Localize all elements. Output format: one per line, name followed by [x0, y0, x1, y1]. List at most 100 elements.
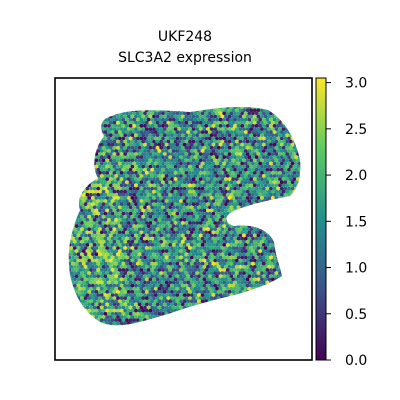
- expression-spot: [148, 152, 153, 157]
- expression-spot: [141, 233, 146, 238]
- expression-spot: [206, 120, 210, 125]
- expression-spot: [105, 271, 110, 275]
- expression-spot: [90, 196, 95, 200]
- expression-spot: [141, 214, 146, 219]
- expression-spot: [297, 161, 301, 166]
- expression-spot: [202, 290, 207, 294]
- expression-spot: [270, 139, 275, 144]
- expression-spot: [177, 258, 182, 263]
- expression-spot: [125, 224, 129, 229]
- expression-spot: [249, 258, 254, 263]
- expression-spot: [193, 174, 198, 178]
- expression-spot: [150, 211, 155, 216]
- expression-spot: [276, 117, 281, 122]
- expression-spot: [204, 224, 209, 229]
- expression-spot: [105, 265, 110, 269]
- expression-spot: [193, 149, 198, 153]
- expression-spot: [90, 290, 95, 294]
- expression-spot: [296, 164, 300, 169]
- expression-spot: [256, 246, 261, 251]
- expression-spot: [92, 218, 97, 222]
- expression-spot: [202, 221, 207, 225]
- expression-spot: [72, 258, 77, 263]
- expression-spot: [170, 208, 174, 213]
- expression-spot: [134, 271, 138, 275]
- expression-spot: [161, 142, 165, 147]
- expression-spot: [211, 149, 216, 153]
- expression-spot: [170, 246, 174, 251]
- expression-spot: [267, 258, 272, 263]
- expression-spot: [200, 224, 205, 229]
- expression-spot: [135, 268, 140, 272]
- expression-spot: [162, 221, 167, 225]
- expression-spot: [103, 174, 108, 178]
- expression-spot: [143, 255, 147, 260]
- expression-spot: [134, 315, 138, 319]
- expression-spot: [152, 133, 156, 138]
- expression-spot: [197, 268, 201, 272]
- expression-spot: [220, 265, 225, 269]
- expression-spot: [150, 161, 155, 166]
- expression-spot: [202, 214, 207, 219]
- expression-spot: [117, 249, 122, 254]
- expression-spot: [143, 236, 147, 241]
- expression-spot: [216, 265, 221, 269]
- expression-spot: [153, 293, 158, 297]
- expression-spot: [274, 271, 279, 275]
- expression-spot: [92, 192, 97, 197]
- expression-spot: [150, 136, 155, 141]
- expression-spot: [171, 211, 176, 216]
- expression-spot: [193, 161, 198, 166]
- expression-spot: [78, 224, 83, 229]
- expression-spot: [261, 255, 266, 260]
- expression-spot: [197, 199, 201, 204]
- expression-spot: [236, 230, 241, 235]
- expression-spot: [105, 252, 110, 257]
- expression-spot: [135, 111, 140, 116]
- expression-spot: [200, 192, 205, 197]
- expression-spot: [260, 133, 264, 138]
- expression-spot: [256, 152, 261, 157]
- expression-spot: [130, 133, 135, 138]
- expression-spot: [173, 258, 178, 263]
- expression-spot: [294, 180, 299, 185]
- expression-spot: [227, 290, 232, 294]
- expression-spot: [243, 243, 248, 247]
- expression-spot: [161, 205, 165, 210]
- expression-spot: [251, 167, 255, 172]
- expression-spot: [157, 218, 162, 222]
- expression-spot: [279, 192, 284, 197]
- expression-spot: [168, 111, 173, 116]
- expression-spot: [134, 290, 138, 294]
- expression-spot: [218, 230, 223, 235]
- expression-spot: [153, 192, 158, 197]
- expression-spot: [247, 149, 252, 153]
- expression-spot: [134, 196, 138, 200]
- expression-spot: [99, 299, 104, 304]
- expression-spot: [213, 196, 218, 200]
- expression-spot: [161, 199, 165, 204]
- expression-spot: [141, 221, 146, 225]
- title-line-1: UKF248: [158, 29, 212, 45]
- expression-spot: [236, 261, 241, 266]
- expression-spot: [161, 124, 165, 128]
- expression-spot: [128, 199, 133, 204]
- expression-spot: [157, 149, 162, 153]
- expression-spot: [117, 211, 122, 216]
- expression-spot: [184, 114, 189, 119]
- expression-spot: [245, 271, 250, 275]
- expression-spot: [125, 161, 129, 166]
- expression-spot: [224, 177, 228, 182]
- expression-spot: [242, 127, 246, 131]
- expression-spot: [148, 302, 153, 307]
- expression-spot: [121, 205, 126, 210]
- expression-spot: [191, 114, 196, 119]
- expression-spot: [224, 145, 228, 150]
- expression-spot: [110, 117, 115, 122]
- expression-spot: [164, 130, 169, 135]
- expression-spot: [159, 233, 164, 238]
- expression-spot: [162, 271, 167, 275]
- expression-spot: [164, 174, 169, 178]
- expression-spot: [294, 174, 299, 178]
- expression-spot: [168, 224, 173, 229]
